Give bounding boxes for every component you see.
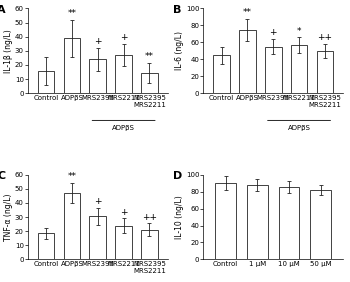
Bar bbox=[38, 71, 55, 93]
Text: ADPβS: ADPβS bbox=[112, 125, 135, 131]
Y-axis label: IL-10 (ng/L): IL-10 (ng/L) bbox=[175, 195, 184, 239]
Text: ++: ++ bbox=[142, 213, 157, 222]
Bar bbox=[115, 55, 132, 93]
Text: +: + bbox=[120, 33, 127, 42]
Y-axis label: IL-1β (ng/L): IL-1β (ng/L) bbox=[5, 29, 13, 73]
Y-axis label: IL-6 (ng/L): IL-6 (ng/L) bbox=[175, 31, 184, 70]
Text: ADPβS: ADPβS bbox=[288, 125, 310, 131]
Bar bbox=[89, 216, 106, 259]
Bar bbox=[316, 51, 333, 93]
Bar bbox=[247, 185, 268, 259]
Text: +: + bbox=[94, 197, 102, 206]
Bar bbox=[38, 233, 55, 259]
Bar bbox=[64, 38, 80, 93]
Bar bbox=[279, 187, 299, 259]
Text: B: B bbox=[173, 5, 181, 15]
Text: ++: ++ bbox=[317, 33, 332, 42]
Bar bbox=[89, 59, 106, 93]
Text: +: + bbox=[120, 208, 127, 217]
Text: **: ** bbox=[243, 8, 252, 17]
Text: **: ** bbox=[68, 9, 76, 18]
Bar bbox=[64, 193, 80, 259]
Text: C: C bbox=[0, 171, 5, 181]
Bar bbox=[239, 30, 256, 93]
Bar bbox=[310, 190, 331, 259]
Text: *: * bbox=[297, 27, 301, 36]
Y-axis label: TNF-α (ng/L): TNF-α (ng/L) bbox=[5, 193, 13, 241]
Bar bbox=[215, 183, 236, 259]
Bar bbox=[141, 73, 158, 93]
Text: +: + bbox=[270, 28, 277, 37]
Text: A: A bbox=[0, 5, 6, 15]
Text: **: ** bbox=[145, 52, 154, 61]
Text: +: + bbox=[94, 37, 102, 46]
Text: D: D bbox=[173, 171, 182, 181]
Text: **: ** bbox=[68, 172, 76, 181]
Bar bbox=[141, 230, 158, 259]
Bar bbox=[213, 55, 230, 93]
Bar bbox=[290, 45, 307, 93]
Bar bbox=[265, 47, 282, 93]
Bar bbox=[115, 226, 132, 259]
